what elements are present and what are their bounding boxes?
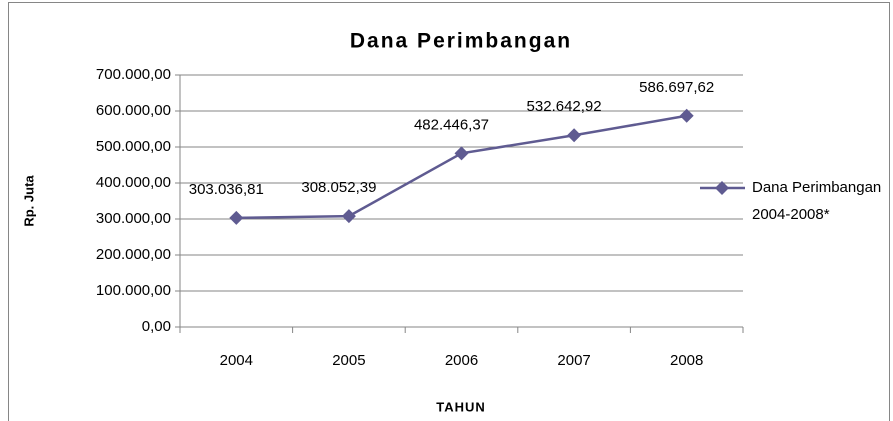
y-tick-label: 700.000,00: [96, 66, 171, 83]
x-tick-label: 2004: [220, 352, 253, 369]
point: [679, 108, 694, 123]
x-tick-label: 2005: [332, 352, 365, 369]
y-tick-label: 0,00: [142, 318, 171, 335]
legend-marker: [715, 181, 729, 195]
y-tick-label: 300.000,00: [96, 210, 171, 227]
data-label: 482.446,37: [414, 116, 489, 133]
x-tick-label: 2006: [445, 352, 478, 369]
data-label: 586.697,62: [639, 79, 714, 96]
point: [341, 209, 356, 224]
chart-frame: [8, 2, 890, 421]
point: [229, 210, 244, 225]
y-tick-label: 600.000,00: [96, 102, 171, 119]
x-tick-label: 2007: [557, 352, 590, 369]
y-tick-label: 100.000,00: [96, 282, 171, 299]
point: [454, 146, 469, 161]
data-label: 303.036,81: [189, 181, 264, 198]
x-tick-label: 2008: [670, 352, 703, 369]
point: [567, 128, 582, 143]
y-tick-label: 400.000,00: [96, 174, 171, 191]
data-label: 308.052,39: [301, 179, 376, 196]
y-axis-label: Rp. Juta: [21, 175, 36, 227]
y-tick-label: 500.000,00: [96, 138, 171, 155]
chart-title: Dana Perimbangan: [350, 30, 572, 53]
data-label: 532.642,92: [527, 98, 602, 115]
x-axis-label: TAHUN: [436, 399, 486, 414]
legend-label: Dana Perimbangan 2004-2008*: [752, 179, 882, 223]
y-tick-label: 200.000,00: [96, 246, 171, 263]
